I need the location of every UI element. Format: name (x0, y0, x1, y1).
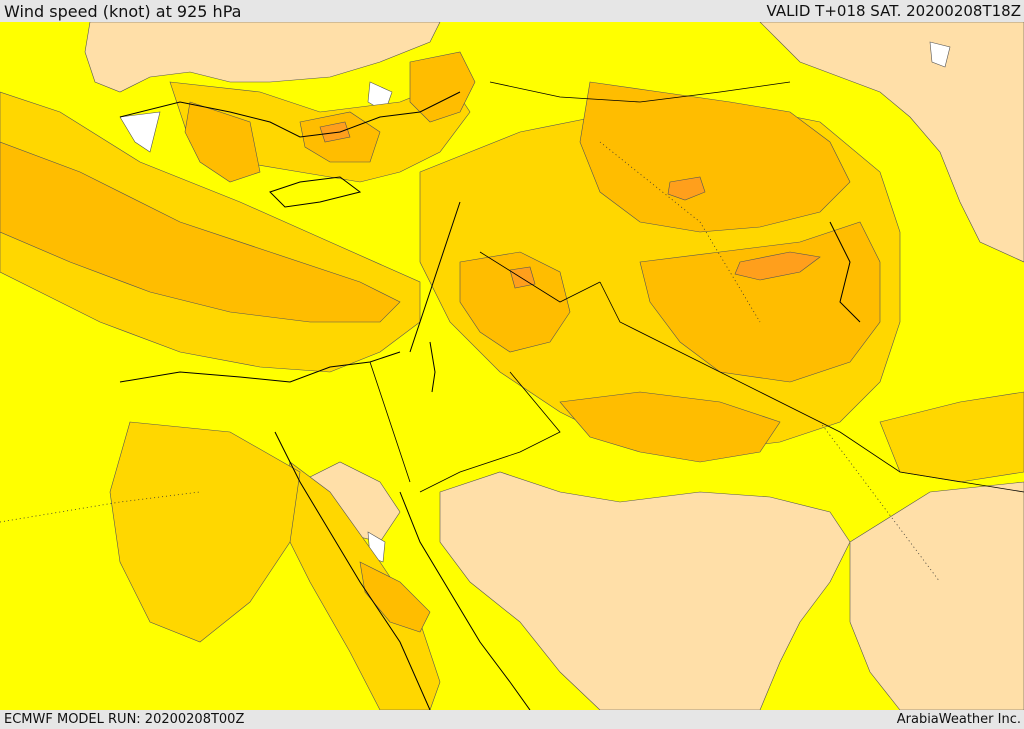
coast-redsea-west (274, 431, 431, 710)
peak-core-syria (667, 176, 706, 201)
low-area-arabia (439, 471, 851, 710)
peak-wind-cores (319, 121, 821, 289)
band-redsea (279, 461, 441, 710)
model-run: ECMWF MODEL RUN: 20200208T00Z (4, 712, 245, 727)
wind-speed-map (0, 22, 1024, 710)
core-arabia (559, 391, 781, 463)
border-iraq-saudi (599, 281, 1024, 493)
peak-core-cyprus (319, 121, 351, 143)
border-dotted-3 (819, 421, 941, 583)
band-sudan (109, 421, 301, 643)
calm-patch-aegean (119, 111, 161, 153)
peak-core-iraq (734, 251, 821, 281)
high-wind-cores (0, 51, 881, 633)
low-area-northeast (759, 22, 1024, 263)
coast-dead-sea (429, 341, 436, 393)
border-dotted-2 (599, 141, 761, 323)
inner-borders (0, 141, 941, 583)
coast-cyprus (269, 176, 362, 208)
coast-redsea-east (399, 491, 531, 710)
credit: ArabiaWeather Inc. (896, 712, 1021, 727)
core-syria (579, 81, 851, 233)
coast-levant (409, 201, 461, 353)
calm-patch-caspian (929, 41, 951, 68)
valid-time: VALID T+018 SAT. 20200208T18Z (766, 2, 1021, 20)
border-egypt-sudan (369, 361, 411, 483)
core-mediterranean (0, 141, 401, 323)
core-anatolia (409, 51, 476, 123)
low-area-east (849, 481, 1024, 710)
border-dotted-1 (0, 491, 201, 523)
core-redsea (359, 561, 431, 633)
footer-bar: ECMWF MODEL RUN: 20200208T00Z ArabiaWeat… (0, 710, 1024, 729)
low-area-north (84, 22, 441, 93)
map-title: Wind speed (knot) at 925 hPa (4, 1, 242, 21)
border-jordan (419, 371, 561, 493)
map-canvas (0, 22, 1024, 710)
border-syria-jordan (479, 251, 601, 303)
core-iraq (639, 221, 881, 383)
border-syria-iraq (489, 81, 791, 103)
political-borders (369, 81, 1024, 493)
core-jordan (459, 251, 571, 353)
core-turkey (184, 101, 261, 183)
coastlines (119, 91, 861, 710)
title-bar: Wind speed (knot) at 925 hPa VALID T+018… (0, 0, 1024, 22)
coast-persian-gulf (829, 221, 861, 323)
coast-turkey-south (119, 91, 461, 138)
